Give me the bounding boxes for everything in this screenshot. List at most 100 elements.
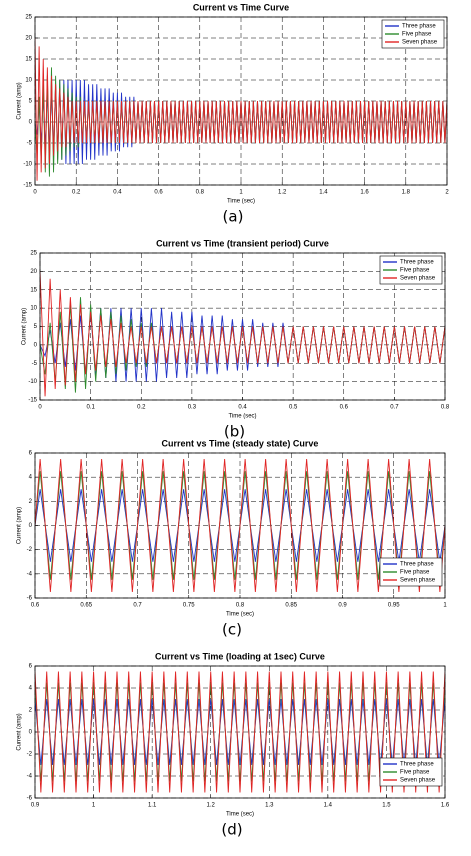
y-tick-label: -10 [28,379,37,385]
y-tick-label: 4 [29,686,33,692]
x-tick-label: 1.2 [278,190,287,196]
x-tick-label: 0.6 [154,190,163,196]
chart: Current vs Time (loading at 1sec) Curve -… [17,651,450,838]
x-tick-label: 0.65 [80,603,92,609]
series-line [40,271,445,397]
x-tick-label: 1.5 [382,803,391,809]
y-tick-label: 4 [29,475,33,481]
y-axis-label: Current (amp) [17,82,23,119]
x-tick-label: 0.2 [72,190,81,196]
series-line [35,459,445,592]
legend-label: Three phase [400,562,434,568]
x-tick-label: 0.95 [388,603,400,609]
legend-label: Five phase [402,32,432,38]
x-tick-label: 1.6 [360,190,369,196]
chart-title: Current vs Time Curve [193,2,289,12]
legend-label: Three phase [400,260,434,266]
chart-title: Current vs Time (loading at 1sec) Curve [155,651,325,661]
y-tick-label: -15 [28,398,37,404]
y-tick-label: -5 [27,141,33,147]
legend-label: Seven phase [402,40,438,46]
x-tick-label: 1 [92,803,96,809]
chart: Current vs Time Curve-15-10-505101520250… [17,2,450,225]
y-tick-label: 20 [25,36,32,42]
y-tick-label: -6 [27,596,33,602]
x-tick-label: 0.4 [113,190,122,196]
legend-label: Three phase [402,24,436,30]
y-tick-label: -5 [32,361,38,367]
x-axis-label: Time (sec) [227,199,255,205]
y-tick-label: 25 [30,251,37,257]
x-tick-label: 0.8 [236,603,245,609]
y-tick-label: 5 [34,324,38,330]
chart-title: Current vs Time (steady state) Curve [162,438,319,448]
x-tick-label: 0.6 [340,405,349,411]
y-tick-label: 5 [29,99,33,105]
legend-label: Five phase [400,770,430,776]
x-tick-label: 0.6 [31,603,40,609]
y-tick-label: -2 [27,547,33,553]
x-axis-label: Time (sec) [228,414,256,420]
x-tick-label: 0.75 [183,603,195,609]
axes-box [34,452,446,599]
x-tick-label: 1 [443,603,447,609]
y-axis-label: Current (amp) [17,507,23,544]
x-tick-label: 0.8 [441,405,450,411]
legend-label: Seven phase [400,276,436,282]
y-axis-label: Current (amp) [17,713,23,750]
legend-label: Five phase [400,268,430,274]
legend-label: Seven phase [400,778,436,784]
y-tick-label: -4 [27,571,33,577]
x-tick-label: 0.2 [137,405,146,411]
x-tick-label: 0.4 [238,405,247,411]
y-tick-label: -15 [23,183,32,189]
x-axis-label: Time (sec) [226,812,254,818]
caption: (b) [224,423,245,441]
x-tick-label: 0 [38,405,42,411]
x-tick-label: 1.3 [265,803,274,809]
x-tick-label: 0.3 [188,405,197,411]
series-group [35,459,445,592]
y-tick-label: 0 [29,120,33,126]
axes-box [34,665,446,799]
x-tick-label: 0.5 [289,405,298,411]
series-line [35,671,445,793]
y-tick-label: 2 [29,499,33,505]
y-tick-label: -2 [27,752,33,758]
y-tick-label: -10 [23,162,32,168]
caption: (c) [222,621,242,639]
y-tick-label: 10 [25,78,32,84]
y-tick-label: -6 [27,796,33,802]
legend-label: Seven phase [400,578,436,584]
chart-title: Current vs Time (transient period) Curve [156,238,329,248]
y-axis-label: Current (amp) [22,308,28,345]
x-axis-label: Time (sec) [226,612,254,618]
x-tick-label: 0.85 [285,603,297,609]
x-tick-label: 0.1 [86,405,95,411]
y-tick-label: -4 [27,774,33,780]
y-tick-label: 15 [25,57,32,63]
x-tick-label: 1.4 [324,803,333,809]
x-tick-label: 0.7 [390,405,399,411]
caption: (a) [223,208,244,226]
x-tick-label: 1.8 [402,190,411,196]
x-tick-label: 0.9 [338,603,347,609]
y-tick-label: 0 [34,342,38,348]
axes-box [39,252,446,401]
y-tick-label: 0 [29,730,33,736]
x-tick-label: 0.9 [31,803,40,809]
y-tick-label: 2 [29,708,33,714]
axes-box [34,16,448,186]
x-tick-label: 1.6 [441,803,450,809]
x-tick-label: 2 [445,190,449,196]
y-tick-label: 6 [29,451,33,457]
y-tick-label: 0 [29,523,33,529]
series-group [35,37,447,181]
series-line [35,37,447,181]
y-tick-label: 10 [30,306,37,312]
legend-label: Three phase [400,762,434,768]
y-tick-label: 6 [29,664,33,670]
x-tick-label: 1.1 [148,803,157,809]
chart: Current vs Time (steady state) Curve -6 -4… [17,438,448,638]
